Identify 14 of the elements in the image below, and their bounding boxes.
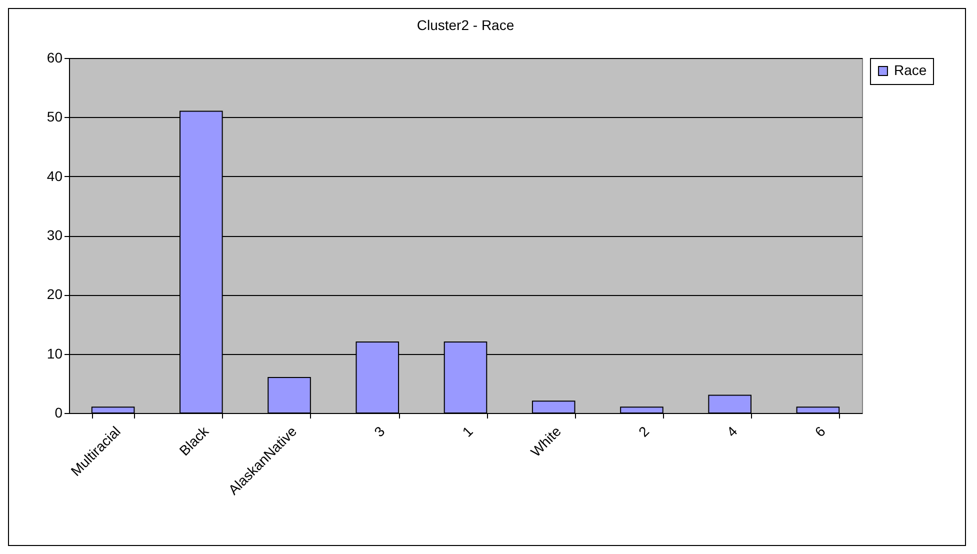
x-tick-label: 1 (459, 422, 476, 440)
x-tick-label: 3 (370, 422, 388, 440)
y-tick-label: 60 (46, 50, 63, 66)
y-tick-label: 10 (46, 345, 63, 362)
chart-title: Cluster2 - Race (416, 17, 514, 33)
legend-label: Race (894, 62, 927, 78)
y-tick-label: 40 (46, 168, 63, 184)
y-tick-label: 30 (46, 227, 63, 243)
x-tick-label: 4 (723, 422, 740, 440)
y-tick-label: 20 (46, 286, 63, 302)
x-tick-label: 6 (812, 422, 828, 440)
x-tick-label: 2 (635, 422, 652, 440)
y-tick-label: 50 (46, 108, 63, 125)
y-tick-label: 0 (54, 404, 63, 420)
